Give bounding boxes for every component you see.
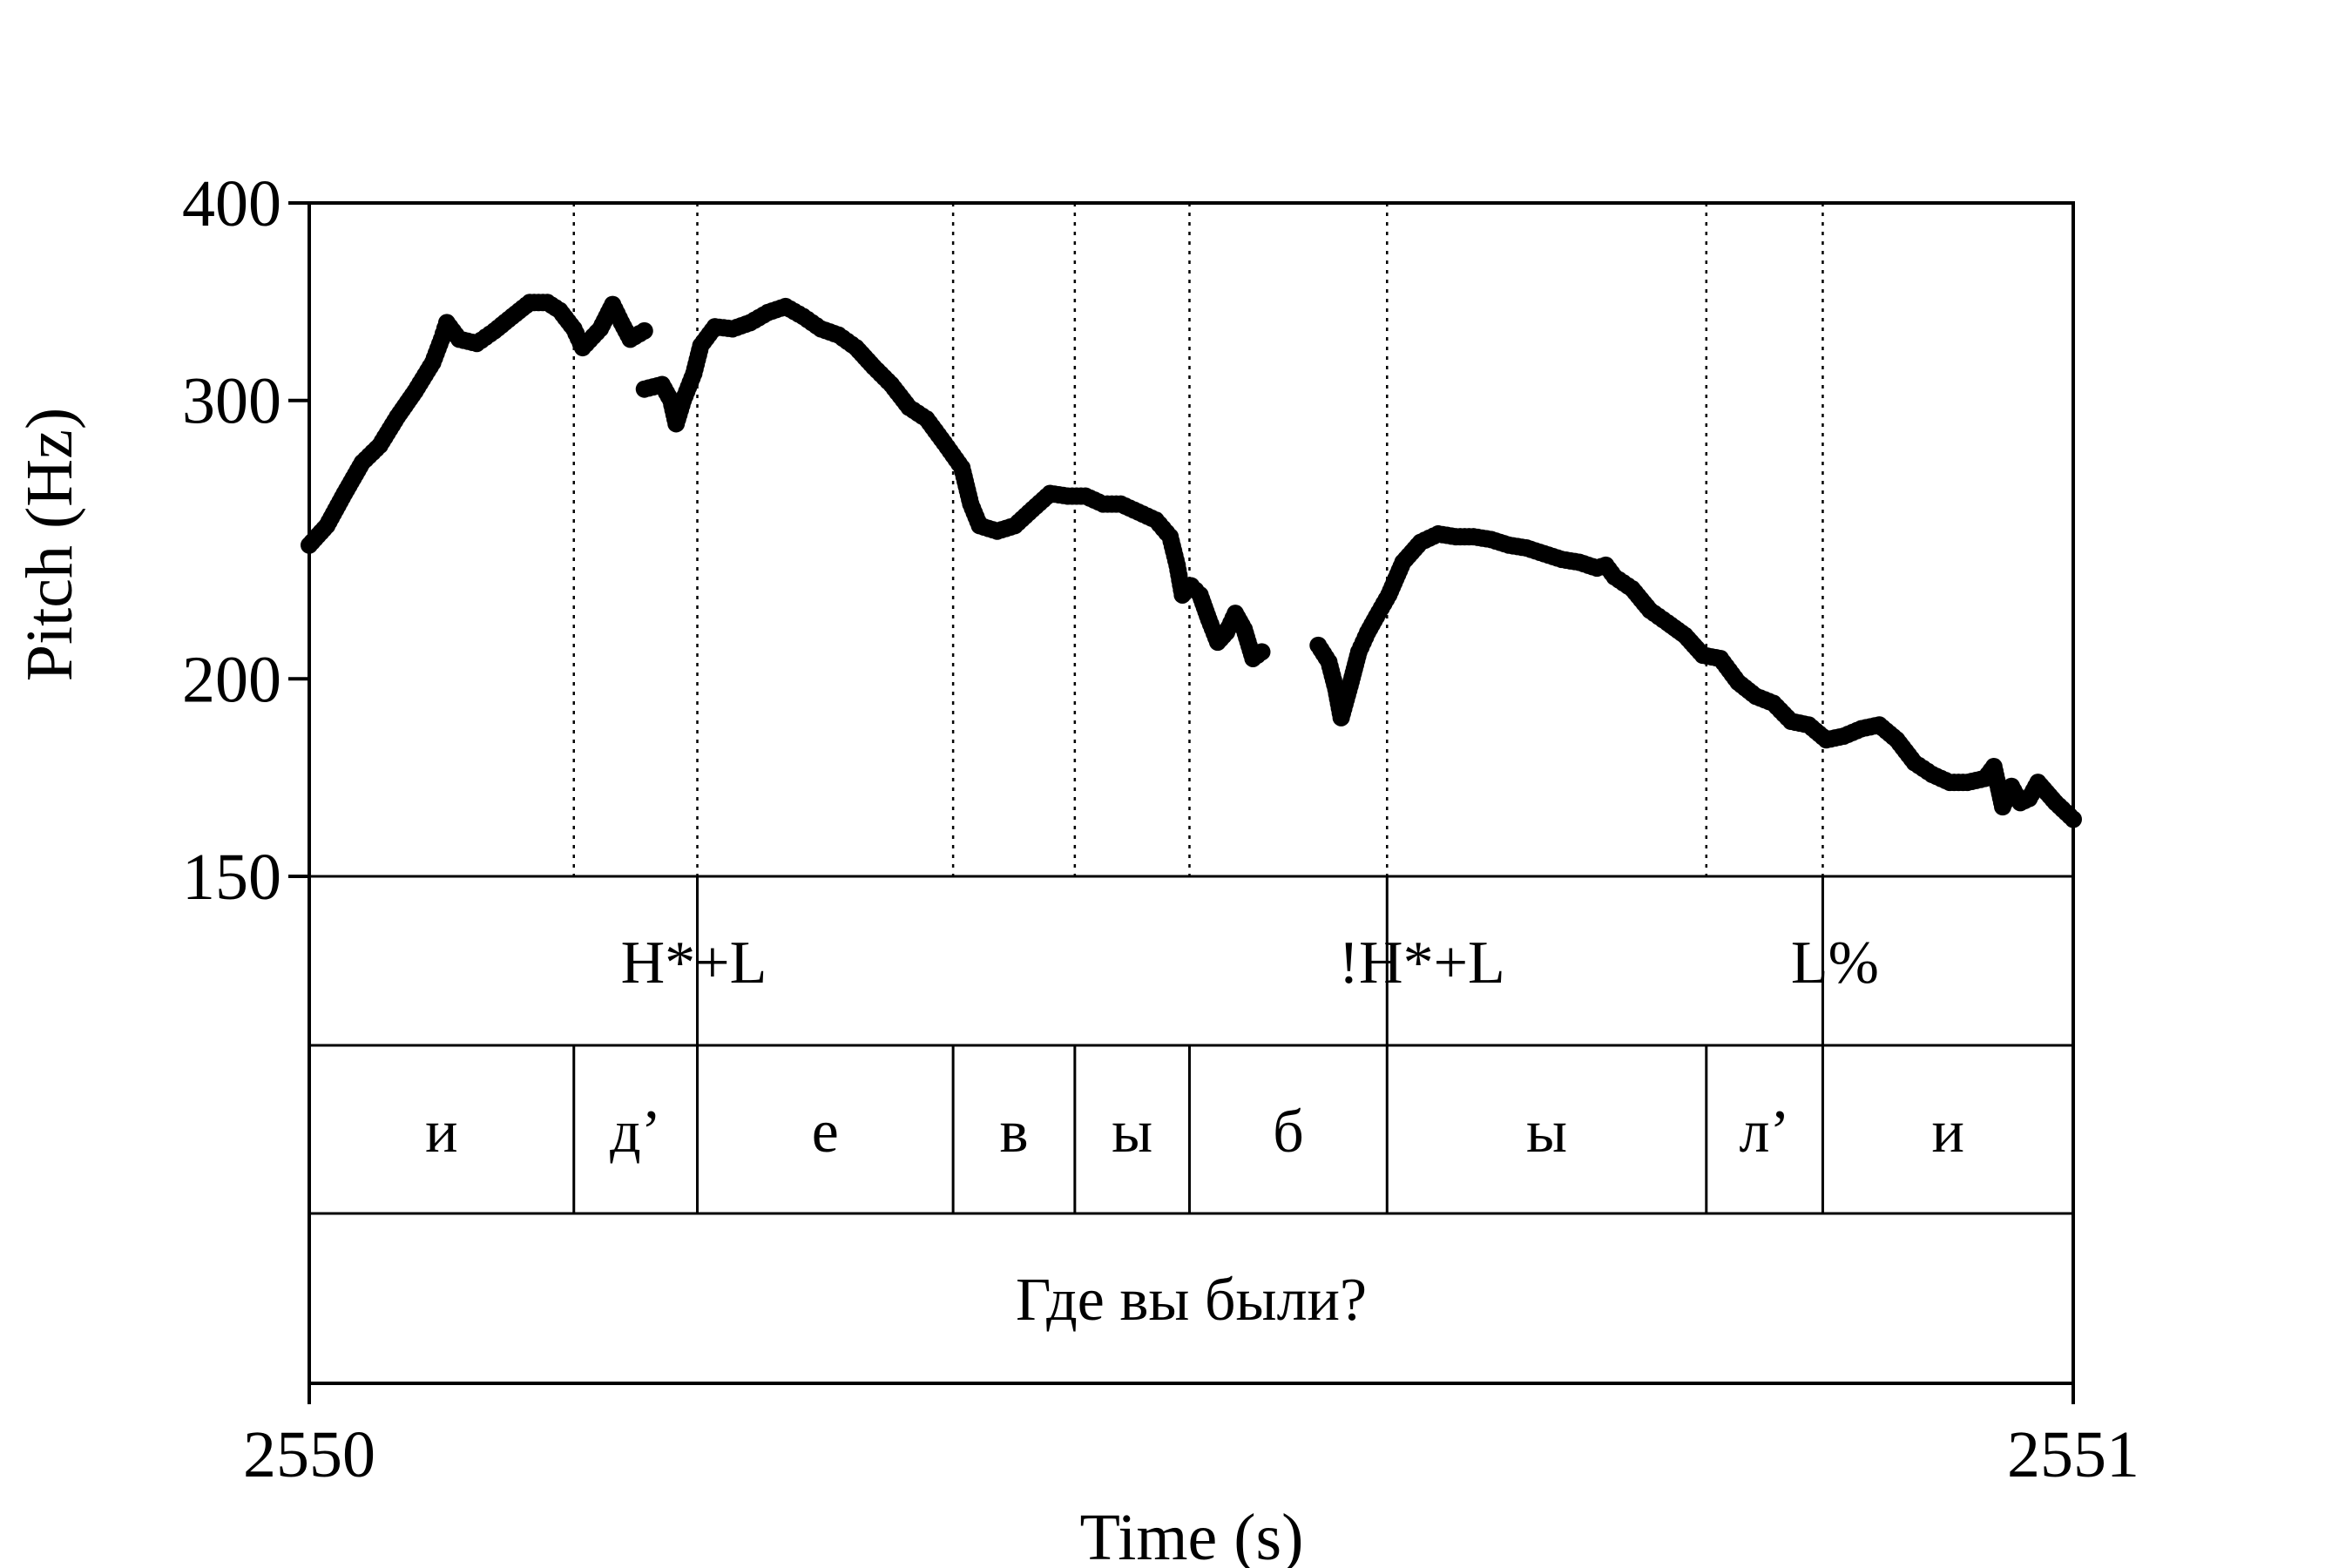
sentence-label: Где вы были? [1016, 1267, 1367, 1334]
segment-label: ы [1526, 1098, 1567, 1166]
tone-label: !H*+L [1339, 929, 1505, 997]
y-tick-label: 400 [182, 167, 281, 240]
segment-label: е [812, 1098, 839, 1166]
plot-frame [308, 201, 2075, 1385]
axis-titles: Pitch (Hz) Time (s) [13, 408, 1303, 1568]
y-tick-label: 150 [182, 841, 281, 914]
x-tick-label: 2551 [2007, 1418, 2139, 1491]
tone-label: H*+L [621, 929, 767, 997]
segment-label: и [1931, 1098, 1963, 1166]
y-axis-title: Pitch (Hz) [13, 408, 86, 681]
segment-label: в [999, 1098, 1028, 1166]
segment-label: и [425, 1098, 457, 1166]
segment-label: б [1273, 1098, 1304, 1166]
tone-label: L% [1791, 929, 1879, 997]
pitch-track [301, 294, 2082, 828]
annotation-tiers: H*+L !H*+L L% и д’ е в ы б ы л’ и Где вы были? [425, 876, 1964, 1334]
interval-boundaries [572, 203, 1824, 876]
segment-label: ы [1112, 1098, 1152, 1166]
y-tick-label: 300 [182, 365, 281, 438]
segment-label: д’ [610, 1098, 661, 1166]
axis-ticks: 150 200 300 400 2550 2551 [182, 167, 2139, 1491]
segment-label: л’ [1740, 1098, 1790, 1166]
x-tick-label: 2550 [243, 1418, 375, 1491]
pitch-point [635, 321, 653, 340]
pitch-point [1253, 643, 1271, 661]
y-tick-label: 200 [182, 643, 281, 716]
outer-frame [308, 201, 2075, 1385]
x-axis-title: Time (s) [1080, 1501, 1304, 1568]
pitch-point [2065, 810, 2082, 828]
